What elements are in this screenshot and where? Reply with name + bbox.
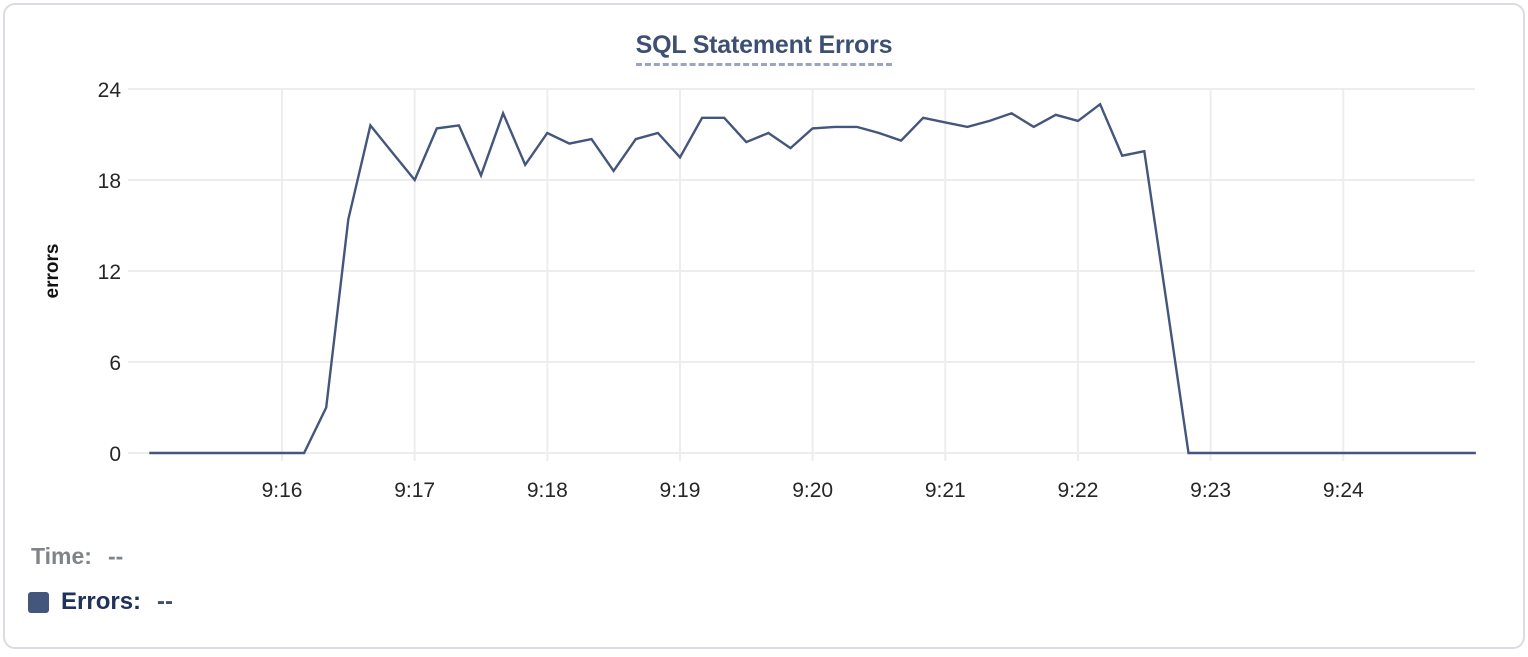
x-tick-label: 9:16 — [262, 479, 303, 502]
y-tick-label: 6 — [109, 352, 121, 375]
x-tick-label: 9:21 — [925, 479, 966, 502]
x-tick-label: 9:20 — [792, 479, 833, 502]
legend-row-time: Time: -- — [31, 543, 173, 569]
x-tick-label: 9:24 — [1323, 479, 1364, 502]
y-tick-label: 24 — [98, 79, 122, 102]
legend-time-value: -- — [107, 543, 124, 569]
chart-legend: Time: -- Errors: -- — [28, 543, 173, 615]
y-tick-label: 12 — [98, 261, 121, 284]
legend-errors-label: Errors: — [61, 588, 142, 615]
legend-row-errors: Errors: -- — [28, 589, 173, 615]
x-tick-label: 9:17 — [394, 479, 435, 502]
y-tick-label: 18 — [98, 170, 121, 193]
x-tick-label: 9:19 — [660, 479, 701, 502]
chart-header: SQL Statement Errors — [5, 31, 1523, 66]
chart-card: SQL Statement Errors 0 6 12 18 24 9:16 9:17 9:1… — [3, 3, 1525, 649]
errors-line-chart: 0 6 12 18 24 9:16 9:17 9:18 9:19 9:20 9:21 9:22 9:23… — [98, 79, 1476, 502]
x-tick-label: 9:23 — [1190, 479, 1231, 502]
y-axis-label: errors — [42, 243, 63, 299]
x-tick-label: 9:18 — [527, 479, 568, 502]
y-tick-label: 0 — [109, 443, 121, 466]
legend-errors-value: -- — [157, 588, 174, 615]
x-tick-label: 9:22 — [1058, 479, 1099, 502]
legend-time-label: Time: — [31, 543, 92, 569]
errors-series-swatch — [28, 591, 49, 613]
errors-series-line — [149, 102, 1476, 455]
chart-title[interactable]: SQL Statement Errors — [635, 31, 893, 66]
